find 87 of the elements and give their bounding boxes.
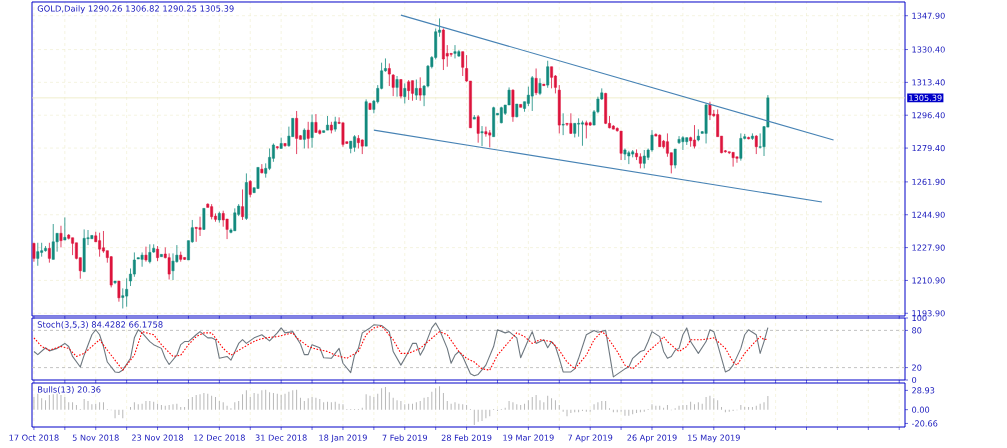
y-tick-label: 1210.90 xyxy=(912,277,945,284)
candlestick xyxy=(268,148,271,171)
candlestick xyxy=(407,79,411,101)
candlestick xyxy=(731,151,735,168)
candlestick xyxy=(132,252,136,278)
candlestick xyxy=(403,82,407,104)
y-tick-label: 100 xyxy=(912,314,927,322)
x-tick-label: 5 Nov 2018 xyxy=(72,434,119,441)
candlestick xyxy=(51,223,55,260)
y-tick-label: 1227.90 xyxy=(912,244,945,251)
y-tick-label: 80 xyxy=(912,327,922,334)
candlestick xyxy=(619,130,623,161)
x-tick-label: 15 May 2019 xyxy=(688,434,740,443)
candlestick xyxy=(306,121,310,149)
x-tick-label: 26 Apr 2019 xyxy=(627,434,677,443)
candlestick xyxy=(63,217,67,241)
y-tick-label: 1261.90 xyxy=(912,178,945,185)
candlestick xyxy=(36,242,40,267)
candlestick xyxy=(411,80,414,102)
candlestick xyxy=(59,225,63,248)
candlestick xyxy=(561,112,565,136)
x-tick-label: 7 Feb 2019 xyxy=(382,434,428,441)
candlestick xyxy=(233,207,237,232)
candlestick xyxy=(418,76,422,102)
candlestick xyxy=(102,230,105,254)
candlestick xyxy=(538,77,542,96)
y-tick-label: 1244.90 xyxy=(912,211,945,218)
y-tick-label: 1279.40 xyxy=(912,144,945,152)
candlestick xyxy=(488,129,492,148)
candlestick xyxy=(550,66,553,89)
y-tick-label: 28.93 xyxy=(912,387,935,394)
candlestick xyxy=(140,252,144,268)
candlestick xyxy=(476,114,480,144)
candlestick xyxy=(399,79,403,99)
y-tick-label: 1313.40 xyxy=(912,79,945,86)
candlestick xyxy=(314,113,318,134)
x-tick-label: 28 Feb 2019 xyxy=(441,434,492,441)
x-tick-label: 31 Dec 2018 xyxy=(255,434,307,441)
candlestick xyxy=(673,148,677,169)
y-tick-label: 0 xyxy=(912,376,917,384)
candlestick xyxy=(577,117,581,138)
candlestick xyxy=(480,125,484,147)
x-tick-label: 7 Apr 2019 xyxy=(568,434,613,443)
candlestick xyxy=(461,51,465,77)
candlestick xyxy=(167,252,171,280)
y-tick-label: 1193.90 xyxy=(912,310,945,317)
candlestick xyxy=(341,122,345,148)
x-tick-label: 18 Jan 2019 xyxy=(319,434,367,443)
x-tick-label: 19 Mar 2019 xyxy=(503,434,554,441)
x-tick-label: 17 Oct 2018 xyxy=(9,434,59,441)
y-tick-label: 20 xyxy=(912,364,922,371)
candlestick xyxy=(681,135,685,151)
y-tick-label: 1296.40 xyxy=(912,112,945,119)
candlestick xyxy=(414,79,418,101)
candlestick xyxy=(117,280,121,303)
candlestick xyxy=(534,68,538,96)
candlestick xyxy=(310,114,314,149)
y-tick-label: 1330.40 xyxy=(912,46,945,53)
candlestick xyxy=(449,52,453,58)
candlestick xyxy=(125,277,129,308)
candlestick xyxy=(708,101,712,121)
candlestick xyxy=(395,75,399,98)
candlestick xyxy=(546,60,550,89)
candlestick xyxy=(584,120,588,139)
ref-line-label: 1305.39 xyxy=(909,94,942,101)
candlestick xyxy=(693,124,696,149)
y-tick-label: 0.00 xyxy=(912,406,930,413)
candlestick xyxy=(530,75,534,112)
candlestick xyxy=(739,132,743,162)
candlestick xyxy=(194,226,198,243)
candlestick xyxy=(144,246,148,263)
y-tick-label: -20.66 xyxy=(911,420,938,427)
candlestick xyxy=(241,189,244,221)
y-tick-label: 1347.90 xyxy=(912,12,945,19)
x-tick-label: 23 Nov 2018 xyxy=(131,434,184,441)
candlestick xyxy=(98,232,102,258)
candlestick xyxy=(453,44,457,59)
chart-title: GOLD,Daily 1290.26 1306.82 1290.25 1305.39 xyxy=(37,5,234,14)
candlestick xyxy=(569,112,573,135)
chart-title: Stoch(3,5,3) 84.4282 66.1758 xyxy=(37,321,163,329)
candlestick xyxy=(148,243,152,264)
candlestick xyxy=(735,156,739,164)
candlestick xyxy=(623,148,627,161)
candlestick xyxy=(387,63,391,87)
candlestick xyxy=(581,120,584,147)
chart-title: Bulls(13) 20.36 xyxy=(38,386,101,394)
x-tick-label: 12 Dec 2018 xyxy=(194,434,245,441)
